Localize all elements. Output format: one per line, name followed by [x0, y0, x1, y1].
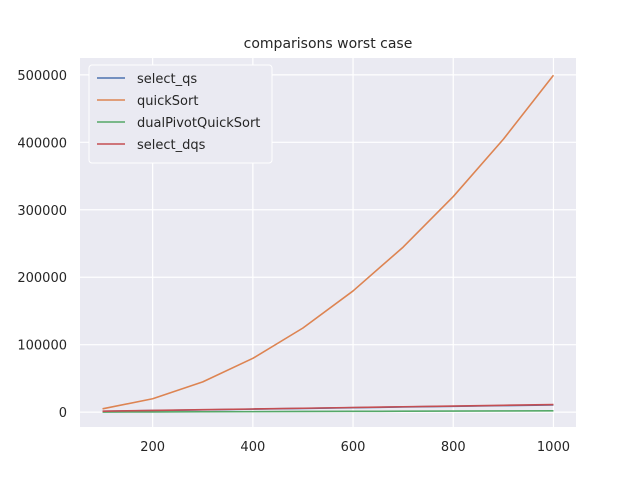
y-tick-label: 500000: [17, 69, 67, 84]
chart-title: comparisons worst case: [244, 36, 413, 52]
x-tick-label: 200: [140, 440, 165, 455]
legend-label: dualPivotQuickSort: [137, 116, 260, 131]
y-tick-label: 200000: [17, 271, 67, 286]
legend-box: [88, 64, 273, 164]
y-tick-label: 100000: [17, 339, 67, 354]
grid-lines: [80, 58, 576, 427]
x-tick-label: 400: [240, 440, 265, 455]
series-line-dualPivotQuickSort: [102, 410, 554, 413]
series-lines: [102, 74, 555, 413]
x-tick-label: 1000: [537, 440, 570, 455]
x-tick-label: 600: [341, 440, 366, 455]
legend-label: select_qs: [137, 72, 197, 87]
y-tick-label: 0: [59, 406, 67, 421]
series-line-quickSort: [102, 74, 555, 410]
x-tick-label: 800: [441, 440, 466, 455]
y-tick-label: 400000: [17, 136, 67, 151]
legend: select_qs quickSort dualPivotQuickSort sele…: [88, 64, 273, 164]
series-line-select_dqs: [102, 403, 554, 413]
legend-label: select_dqs: [137, 138, 206, 153]
y-axis-ticks: 0 100000 200000 300000 400000 500000: [17, 69, 67, 421]
y-tick-label: 300000: [17, 204, 67, 219]
legend-label: quickSort: [137, 94, 198, 109]
x-axis-ticks: 200 400 600 800 1000: [140, 440, 570, 455]
